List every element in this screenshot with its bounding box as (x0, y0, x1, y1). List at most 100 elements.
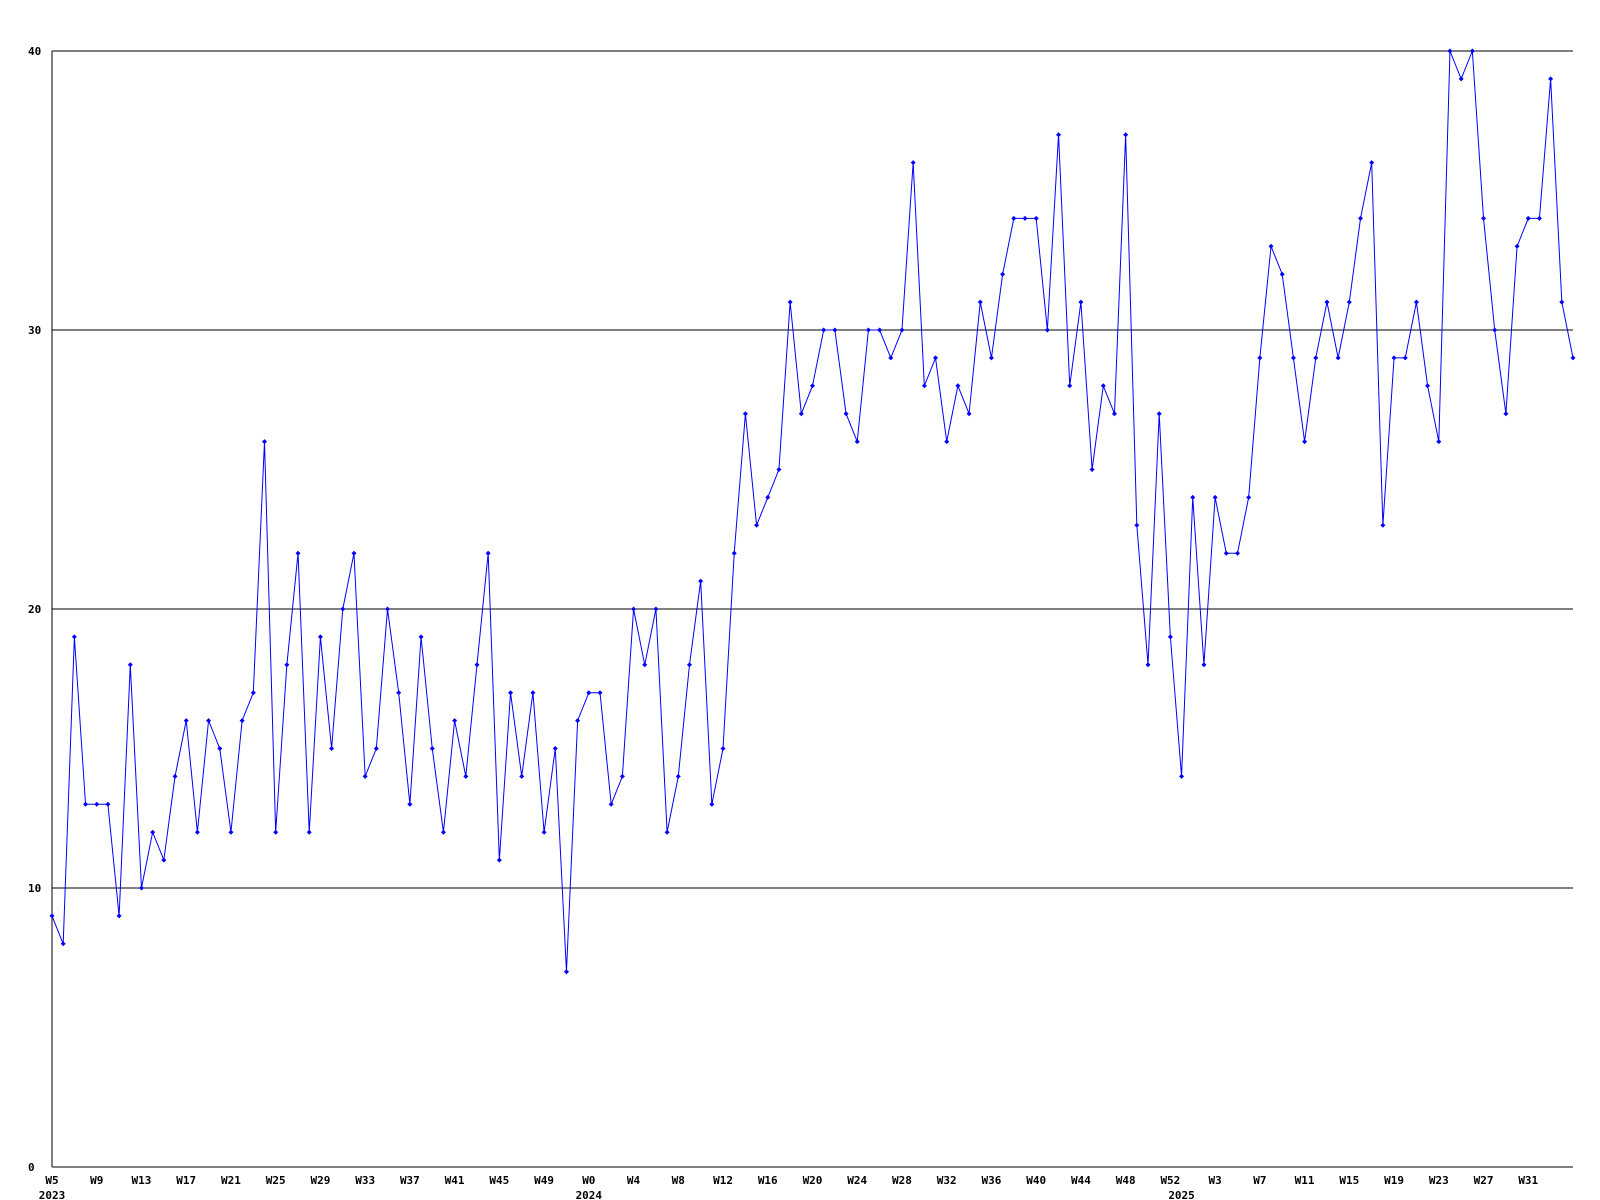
data-point (686, 662, 692, 668)
data-point (1369, 160, 1375, 166)
data-point (865, 327, 871, 333)
data-point (1022, 215, 1028, 221)
x-tick-label: W44 (1071, 1174, 1091, 1187)
data-point (854, 439, 860, 445)
data-point (955, 383, 961, 389)
x-tick-label: W16 (758, 1174, 778, 1187)
x-tick-label: W29 (310, 1174, 330, 1187)
data-point (440, 829, 446, 835)
data-point (150, 829, 156, 835)
data-point (910, 160, 916, 166)
data-point (1056, 132, 1062, 138)
data-point (217, 746, 223, 751)
data-point (1179, 773, 1185, 779)
data-point (116, 913, 122, 919)
data-point (1358, 215, 1364, 221)
data-point (1536, 215, 1542, 221)
data-point (463, 773, 469, 779)
x-tick-label: W4 (627, 1174, 641, 1187)
data-point (1335, 355, 1341, 361)
data-point (183, 718, 189, 724)
data-point (1503, 411, 1509, 417)
data-point (385, 606, 391, 612)
data-point (1481, 215, 1487, 221)
data-line (51, 50, 1574, 972)
data-point (776, 467, 782, 472)
x-tick-label: W40 (1026, 1174, 1046, 1187)
x-tick-label: W9 (90, 1174, 103, 1187)
data-point (742, 411, 748, 417)
data-point (127, 662, 133, 668)
data-point (1212, 494, 1218, 500)
data-point (362, 773, 368, 779)
data-point (83, 801, 89, 807)
data-point (161, 857, 167, 863)
x-tick-label: W17 (176, 1174, 196, 1187)
data-point (1458, 76, 1464, 82)
data-point (563, 969, 569, 975)
data-point (1167, 634, 1173, 640)
x-tick-label: W0 (582, 1174, 595, 1187)
data-point (429, 746, 435, 751)
data-point (1246, 494, 1252, 500)
x-tick-label: W7 (1253, 1174, 1266, 1187)
x-tick-label: W52 (1160, 1174, 1180, 1187)
x-tick-label: W41 (445, 1174, 465, 1187)
data-point (1447, 48, 1453, 54)
data-point (1514, 243, 1520, 249)
data-point (1413, 299, 1419, 305)
data-point (373, 746, 379, 751)
data-point (1000, 271, 1006, 277)
data-point (452, 718, 458, 724)
year-label: 2024 (576, 1189, 603, 1200)
x-tick-label: W32 (937, 1174, 957, 1187)
data-point (1100, 383, 1106, 389)
y-tick-label: 10 (28, 882, 41, 895)
data-point (966, 411, 972, 417)
data-point (1201, 662, 1207, 668)
data-point (541, 829, 547, 835)
data-point (1559, 299, 1565, 305)
x-tick-label: W28 (892, 1174, 912, 1187)
data-point (1190, 494, 1196, 500)
data-point (1223, 550, 1229, 556)
data-point (619, 773, 625, 779)
data-point (485, 550, 491, 556)
data-point (1279, 271, 1285, 277)
data-point (832, 327, 838, 333)
data-point (1425, 383, 1431, 389)
data-point (698, 578, 704, 584)
data-point (1033, 215, 1039, 221)
data-point (1570, 355, 1576, 361)
data-point (1436, 439, 1442, 445)
data-point (798, 411, 804, 417)
y-tick-label: 20 (28, 603, 41, 616)
data-point (944, 439, 950, 445)
data-point (1380, 522, 1386, 528)
data-point (206, 718, 212, 724)
data-point (1044, 327, 1050, 333)
data-point (552, 746, 558, 751)
data-point (105, 801, 111, 807)
data-point (810, 383, 815, 389)
data-point (530, 690, 536, 696)
data-point (1302, 439, 1308, 445)
x-tick-label: W36 (982, 1174, 1002, 1187)
data-point (71, 634, 77, 640)
data-point (1391, 355, 1397, 361)
y-tick-label: 40 (28, 45, 41, 58)
data-point (1134, 522, 1140, 528)
x-tick-label: W37 (400, 1174, 420, 1187)
data-point (94, 801, 100, 807)
data-point (295, 550, 301, 556)
data-point (138, 885, 144, 891)
x-tick-label: W15 (1339, 1174, 1359, 1187)
year-label: 2025 (1168, 1189, 1195, 1200)
data-point (653, 606, 659, 612)
data-point (194, 829, 200, 835)
year-label: 2023 (39, 1189, 66, 1200)
data-point (709, 801, 715, 807)
data-point (1402, 355, 1408, 361)
